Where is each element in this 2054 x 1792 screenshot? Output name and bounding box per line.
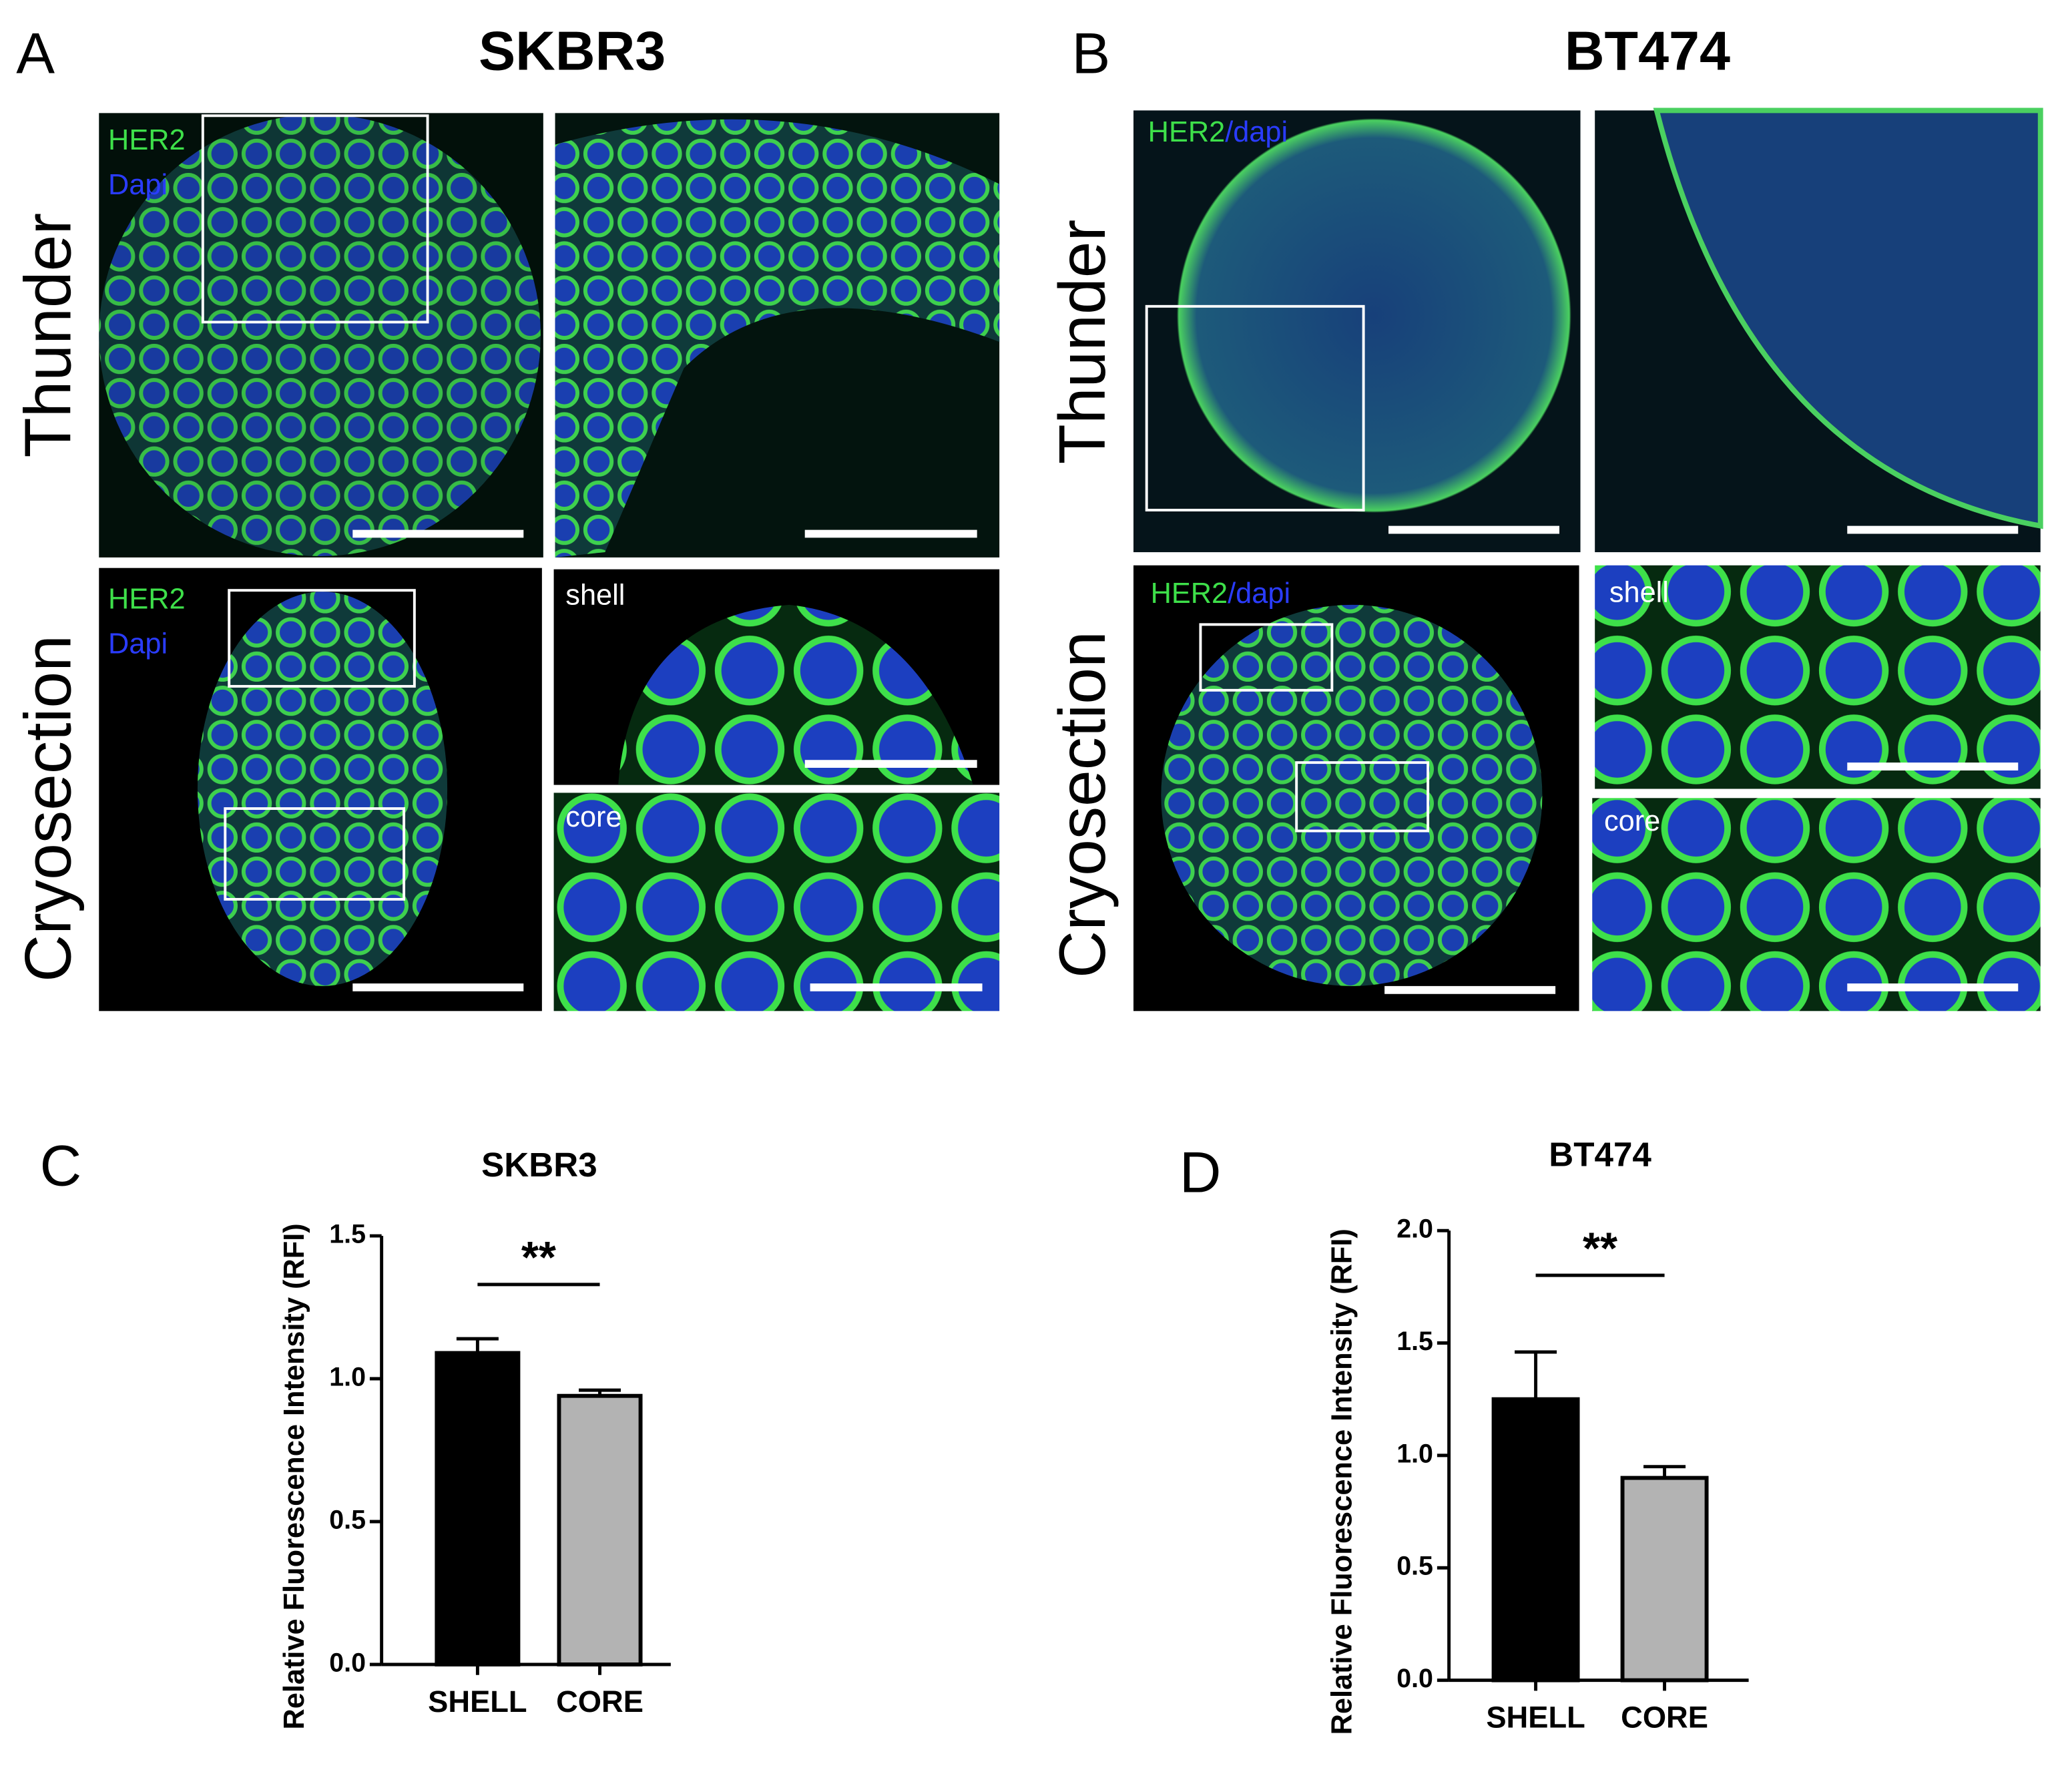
stain-label: HER2 — [108, 583, 186, 615]
stain-label: Dapi — [108, 169, 168, 201]
inset-label: shell — [565, 579, 625, 611]
inset-label: shell — [1609, 577, 1669, 609]
stain-label: HER2 — [1148, 116, 1226, 148]
chart-title: SKBR3 — [481, 1146, 597, 1184]
row-label: Cryosection — [1045, 631, 1119, 978]
row-label: Cryosection — [11, 635, 84, 982]
stain-label: HER2 — [108, 124, 186, 156]
chart-title: BT474 — [1549, 1135, 1651, 1173]
bar — [1491, 1397, 1580, 1683]
inset-label: core — [565, 801, 621, 833]
row-label: Thunder — [11, 213, 84, 458]
micrographs-a — [99, 113, 1000, 1012]
x-tick-label: SHELL — [428, 1685, 527, 1719]
bar — [1620, 1476, 1709, 1683]
y-tick-label: 1.0 — [329, 1362, 366, 1391]
x-tick-label: CORE — [1621, 1701, 1708, 1735]
panel-label: C — [40, 1134, 82, 1198]
stain-label: HER2 — [1151, 578, 1228, 610]
significance: ** — [521, 1233, 556, 1283]
micrographs-b — [1133, 107, 2043, 1012]
inset-label: core — [1604, 805, 1660, 837]
bar — [557, 1393, 643, 1666]
significance: ** — [1583, 1223, 1617, 1273]
y-tick-label: 1.0 — [1396, 1439, 1433, 1468]
y-axis-label: Relative Fluorescence Intensity (RFI) — [278, 1223, 310, 1729]
stain-label: /dapi — [1228, 578, 1290, 610]
stain-label: HER2/dapi — [1148, 116, 1288, 148]
panel-label: D — [1180, 1140, 1222, 1204]
y-tick-label: 2.0 — [1396, 1214, 1433, 1244]
stain-label: HER2/dapi — [1151, 578, 1290, 610]
x-tick-label: SHELL — [1486, 1701, 1585, 1735]
stain-label: Dapi — [108, 628, 168, 660]
y-tick-label: 1.5 — [1396, 1327, 1433, 1356]
panel-title: SKBR3 — [479, 20, 666, 82]
panel-label: A — [16, 22, 55, 86]
y-axis-label: Relative Fluorescence Intensity (RFI) — [1326, 1228, 1358, 1735]
y-tick-label: 1.5 — [329, 1219, 366, 1249]
x-tick-label: CORE — [556, 1685, 644, 1719]
y-tick-label: 0.5 — [329, 1505, 366, 1534]
row-label: Thunder — [1045, 220, 1119, 465]
y-tick-label: 0.0 — [1396, 1664, 1433, 1693]
bar — [435, 1351, 521, 1666]
panel-label: B — [1071, 22, 1110, 86]
y-tick-label: 0.0 — [329, 1648, 366, 1677]
panel-title: BT474 — [1565, 20, 1730, 82]
stain-label: /dapi — [1225, 116, 1288, 148]
y-tick-label: 0.5 — [1396, 1552, 1433, 1581]
